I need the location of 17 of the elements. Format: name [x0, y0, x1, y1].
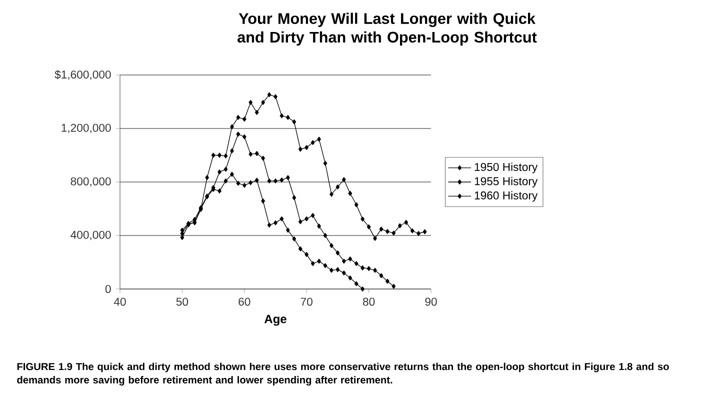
x-tick-label: 80 — [363, 298, 375, 306]
legend-label: 1950 History — [474, 162, 538, 174]
y-tick-label: 400,000 — [70, 230, 111, 240]
y-tick-label: 1,200,000 — [62, 124, 111, 134]
legend-label: 1955 History — [474, 176, 538, 188]
text: FIGURE 1.9 The quick and dirty method shown here uses more conservative returns than the open-loop shortcut in Figure 1.8 and so demands more saving before retirement and lower spending after retirement. — [17, 362, 669, 386]
x-tick-label: 60 — [238, 298, 250, 306]
legend-label: 1960 History — [474, 191, 538, 202]
x-tick-label: 50 — [176, 298, 188, 306]
x-tick-label: 70 — [300, 298, 312, 306]
x-axis-title: Age — [264, 314, 286, 326]
y-tick-label: 800,000 — [70, 177, 111, 187]
y-tick-label: $1,600,000 — [54, 70, 111, 80]
y-tick-label: 0 — [105, 284, 111, 294]
x-tick-label: 90 — [425, 298, 437, 306]
x-tick-label: 40 — [114, 298, 126, 306]
chart-title: Your Money Will Last Longer with Quick and Dirty Than with Open-Loop Shortcut — [238, 12, 537, 46]
